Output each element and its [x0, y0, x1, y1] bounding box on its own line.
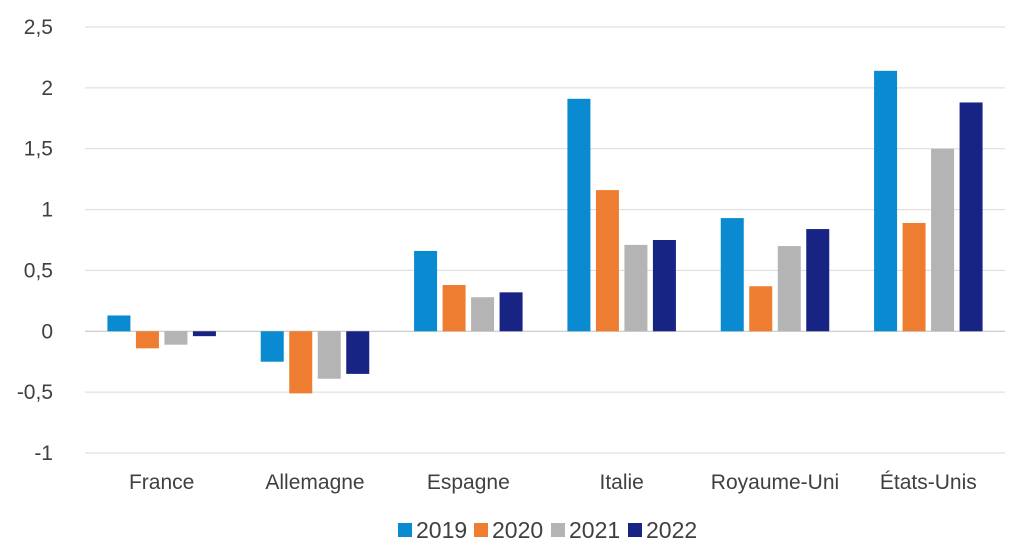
bar-2019-Espagne [414, 250, 438, 332]
bar-2019-France [107, 315, 131, 332]
gridlines [85, 26, 1005, 454]
bar-2020-France [135, 331, 159, 349]
bars [107, 70, 983, 394]
legend-swatch-2020 [474, 523, 488, 537]
y-tick-label: 0,5 [24, 259, 53, 282]
bar-2021-Italie [624, 244, 648, 332]
bar-2020-Espagne [442, 285, 466, 332]
bar-2019-États-Unis [874, 70, 898, 332]
y-tick-label: 2 [41, 77, 53, 100]
x-tick-label: États-Unis [880, 471, 977, 494]
bar-2022-Espagne [499, 292, 523, 332]
bar-2021-France [164, 331, 188, 345]
y-tick-label: 0 [41, 320, 53, 343]
legend-label: 2022 [646, 517, 697, 543]
bar-2019-Italie [567, 98, 591, 332]
legend-swatch-2019 [398, 523, 412, 537]
bar-2020-États-Unis [902, 222, 926, 332]
bar-2022-France [192, 331, 216, 337]
y-tick-label: -1 [34, 442, 53, 465]
bar-2021-Royaume-Uni [777, 246, 801, 332]
bar-2022-Royaume-Uni [806, 229, 830, 332]
y-axis-tick-labels: -1 -0,5 0 0,5 1 1,5 2 2,5 [17, 16, 53, 465]
x-tick-label: France [129, 471, 194, 494]
bar-2020-Royaume-Uni [749, 286, 773, 332]
legend-label: 2020 [492, 517, 543, 543]
bar-2021-États-Unis [931, 148, 955, 332]
legend-label: 2021 [569, 517, 620, 543]
y-tick-label: 2,5 [24, 16, 53, 39]
legend-swatch-2022 [628, 523, 642, 537]
bar-2021-Espagne [471, 297, 495, 332]
y-tick-label: 1 [41, 199, 53, 222]
bar-2019-Royaume-Uni [720, 218, 744, 332]
x-axis-tick-labels: France Allemagne Espagne Italie Royaume-Uni É… [129, 471, 977, 494]
y-tick-label: 1,5 [24, 138, 53, 161]
bar-2020-Italie [595, 190, 619, 332]
legend: 2019 2020 2021 2022 [398, 517, 697, 543]
x-tick-label: Royaume-Uni [711, 471, 839, 494]
bar-2020-Allemagne [289, 331, 313, 394]
legend-label: 2019 [416, 517, 467, 543]
x-tick-label: Espagne [427, 471, 510, 494]
bar-2022-Italie [652, 240, 676, 332]
x-tick-label: Allemagne [265, 471, 364, 494]
bar-2022-États-Unis [959, 102, 983, 332]
bar-2019-Allemagne [260, 331, 284, 362]
y-tick-label: -0,5 [17, 381, 53, 404]
bar-2022-Allemagne [346, 331, 370, 374]
legend-swatch-2021 [551, 523, 565, 537]
bar-2021-Allemagne [317, 331, 341, 379]
x-tick-label: Italie [599, 471, 643, 494]
